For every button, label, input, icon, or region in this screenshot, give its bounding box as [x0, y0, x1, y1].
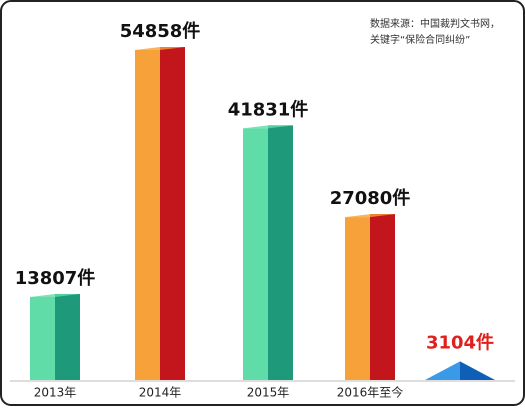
bar-top [135, 47, 185, 50]
x-tick-label: 2016年至今 [337, 385, 404, 400]
bar-side [268, 125, 293, 380]
bar-top [345, 214, 395, 218]
x-tick-label: 2015年 [247, 386, 290, 400]
note-line: 关键字“保险合同纠纷” [370, 33, 470, 46]
bar [30, 296, 55, 380]
bar-top [30, 293, 80, 297]
note-line: 数据来源：中国裁判文书网， [370, 17, 500, 30]
value-label: 3104件 [426, 331, 494, 353]
bar [135, 50, 160, 380]
pyramid-side [460, 361, 495, 380]
bar-side [160, 47, 185, 380]
bar [243, 128, 268, 380]
pyramid-front [425, 361, 460, 380]
bar-side [370, 214, 395, 380]
bar [345, 217, 370, 380]
value-label: 41831件 [228, 98, 309, 120]
value-label: 27080件 [330, 187, 411, 209]
x-tick-label: 2013年 [34, 386, 77, 400]
bar-side [55, 293, 80, 380]
bar-top [243, 125, 293, 129]
value-label: 54858件 [120, 20, 201, 42]
value-label: 13807件 [15, 267, 96, 289]
x-tick-label: 2014年 [139, 386, 182, 400]
